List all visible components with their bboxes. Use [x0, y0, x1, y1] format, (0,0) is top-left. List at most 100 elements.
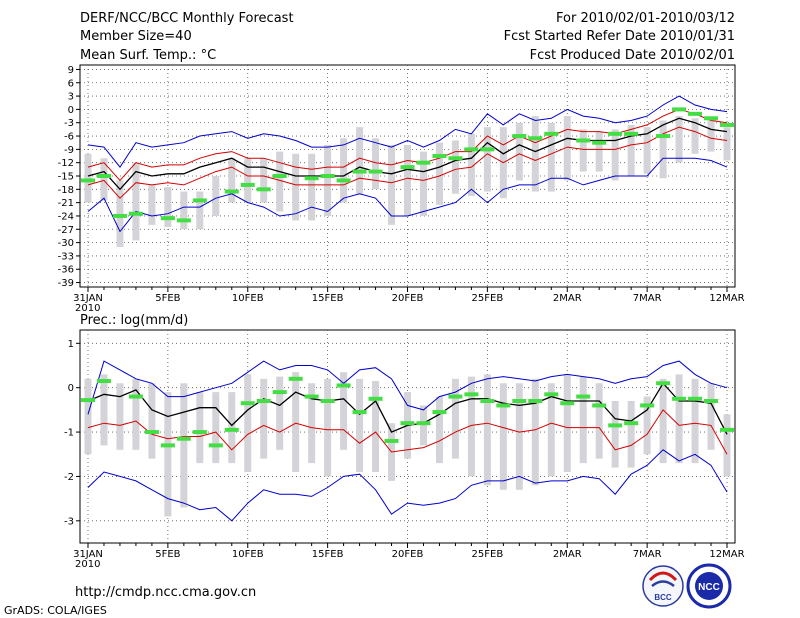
- observed-mark: [400, 421, 415, 426]
- observed-mark: [544, 392, 559, 397]
- observed-mark: [704, 399, 719, 403]
- ensemble-box: [276, 376, 284, 450]
- temperature-y-axis: 9 6 3 0 -3 -6 -9 -12 -15 -18 -21 -24 -27 -30 -33 -36 -39: [58, 65, 80, 289]
- y-tick-label: 9: [68, 65, 74, 76]
- ensemble-box: [595, 131, 603, 172]
- observed-mark: [384, 438, 399, 443]
- y-tick-label: -33: [58, 251, 74, 262]
- observed-mark: [576, 394, 591, 399]
- observed-mark: [480, 399, 495, 403]
- ensemble-box: [260, 378, 268, 459]
- ensemble-box: [228, 392, 236, 464]
- ensemble-box: [196, 392, 204, 464]
- ensemble-box: [515, 383, 523, 490]
- observed-mark: [656, 134, 671, 139]
- ensemble-box: [84, 153, 92, 203]
- y-tick-label: -39: [58, 278, 74, 289]
- temperature-grid: [80, 65, 735, 287]
- observed-mark: [640, 403, 655, 408]
- observed-mark: [672, 396, 687, 401]
- x-tick-label: 12MAR: [709, 293, 744, 304]
- ensemble-box: [451, 140, 459, 194]
- y-tick-label: -30: [58, 238, 74, 249]
- x-tick-label: 15FEB: [312, 549, 344, 560]
- observed-mark: [256, 399, 271, 403]
- ensemble-box: [723, 127, 731, 161]
- ensemble-box: [531, 378, 539, 486]
- observed-mark: [528, 399, 543, 403]
- ensemble-box: [324, 378, 332, 477]
- observed-mark: [560, 401, 575, 406]
- y-tick-label: -1: [64, 428, 74, 439]
- temperature-boxes: [84, 116, 731, 248]
- observed-mark: [368, 169, 383, 174]
- y-tick-label: 3: [68, 92, 74, 103]
- observed-mark: [192, 198, 207, 203]
- ensemble-box: [579, 129, 587, 172]
- bcc-logo-text: BCC: [654, 593, 672, 602]
- x-tick-label: 7MAR: [633, 293, 662, 304]
- observed-mark: [144, 430, 159, 435]
- x-tick-year: 2010: [75, 559, 100, 570]
- ensemble-box: [148, 383, 156, 459]
- ensemble-box: [212, 392, 220, 464]
- ensemble-box: [164, 392, 172, 517]
- ensemble-box: [531, 116, 539, 192]
- ensemble-box: [675, 116, 683, 163]
- observed-mark: [464, 392, 479, 397]
- observed-mark: [528, 136, 543, 141]
- observed-mark: [272, 390, 287, 395]
- ensemble-box: [132, 162, 140, 241]
- x-tick-year: 2010: [75, 303, 100, 314]
- observed-mark: [448, 394, 463, 399]
- observed-mark: [224, 427, 239, 432]
- x-tick-label: 2MAR: [553, 549, 582, 560]
- ensemble-box: [340, 372, 348, 450]
- ensemble-box: [84, 378, 92, 455]
- ensemble-box: [292, 153, 300, 221]
- y-tick-label: -36: [58, 265, 74, 276]
- ensemble-box: [372, 138, 380, 190]
- observed-mark: [320, 399, 335, 403]
- x-tick-label: 10FEB: [232, 293, 264, 304]
- observed-mark: [512, 134, 527, 139]
- ensemble-box: [627, 124, 635, 176]
- ensemble-box: [483, 127, 491, 192]
- y-tick-label: -3: [64, 118, 74, 129]
- x-tick-label: 25FEB: [472, 549, 504, 560]
- ensemble-box: [467, 133, 475, 196]
- ensemble-box: [643, 396, 651, 455]
- forecast-period: For 2010/02/01-2010/03/12: [556, 11, 735, 26]
- ensemble-box: [451, 378, 459, 459]
- y-tick-label: -24: [58, 211, 74, 222]
- observed-mark: [400, 165, 415, 170]
- precipitation-y-axis: 1 0 -1 -2 -3: [64, 339, 80, 527]
- series-max-line: [87, 360, 728, 415]
- ensemble-box: [388, 144, 396, 225]
- observed-mark: [416, 160, 431, 165]
- x-tick-label: 5FEB: [155, 549, 180, 560]
- observed-mark: [656, 381, 671, 386]
- series-lower-line: [87, 409, 728, 455]
- y-tick-label: -2: [64, 472, 74, 483]
- ensemble-box: [467, 376, 475, 477]
- observed-mark: [176, 436, 191, 441]
- x-tick-label: 25FEB: [472, 293, 504, 304]
- ensemble-box: [196, 191, 204, 230]
- y-tick-label: -18: [58, 185, 74, 196]
- x-tick-label: 12MAR: [709, 549, 744, 560]
- source-url[interactable]: http://cmdp.ncc.cma.gov.cn: [75, 585, 256, 600]
- observed-mark: [272, 174, 287, 178]
- ensemble-box: [228, 158, 236, 203]
- ensemble-box: [483, 374, 491, 486]
- ensemble-box: [148, 184, 156, 225]
- grads-credit: GrADS: COLA/IGES: [4, 604, 107, 617]
- y-tick-label: 1: [68, 339, 74, 350]
- x-tick-label: 15FEB: [312, 293, 344, 304]
- observed-mark: [688, 111, 703, 116]
- ensemble-box: [435, 396, 443, 464]
- series-min-line: [87, 157, 728, 233]
